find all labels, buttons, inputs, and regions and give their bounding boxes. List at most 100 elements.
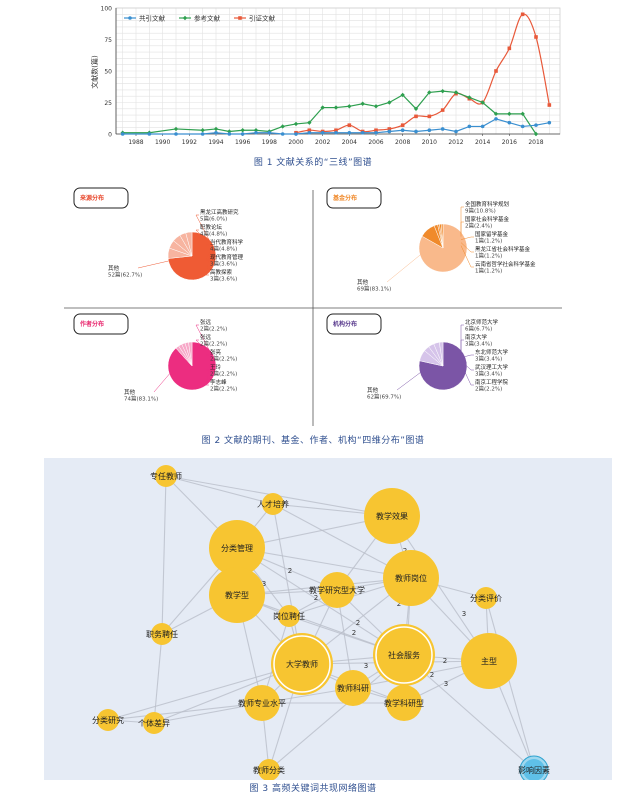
node-label: 主型 [481,656,497,666]
data-point [347,104,352,109]
data-point [254,130,258,135]
figure-1-caption: 图 1 文献关系的“三线”图谱 [253,158,373,168]
legend-label: 共引文献 [139,14,166,23]
data-point [360,101,365,106]
network-node: 教师岗位 [383,550,439,606]
pie-label-leader [460,363,474,386]
y-tick-label: 25 [104,100,112,107]
pie-label-value: 62篇(69.7%) [367,393,401,401]
network-node: 人才培养 [257,493,289,515]
pie-label-name: 南京工程学院 [475,378,509,386]
data-point [213,126,219,132]
network-node: 教师分类 [253,759,285,781]
pie-label-leader [460,245,474,268]
pie-charts: 来源分布黑龙江高教研究5篇(6.0%)职教论坛4篇(4.8%)当代教育科学4篇(… [73,187,536,403]
node-label: 教师分类 [253,765,285,775]
pie-title: 机构分布 [333,320,357,328]
legend-marker [128,16,132,20]
data-point [534,123,538,127]
network-node: 教师科研 [335,670,371,706]
pie-label-name: 全国教育科学规划 [465,200,509,208]
pie-label-value: 2篇(2.2%) [210,385,237,393]
network-node: 分类研究 [92,709,124,731]
pie-label-value: 6篇(6.7%) [465,325,492,333]
pie-label-name: 王玲 [210,363,222,371]
y-tick-label: 50 [104,69,112,76]
x-tick-label: 1990 [155,139,170,146]
network-edge [107,663,303,721]
pie-label-leader [137,259,173,269]
pie-label-leader [460,206,464,234]
pie-panel: 基金分布全国教育科学规划9篇(10.8%)国家社会科学基金2篇(2.4%)国家留… [326,187,536,293]
node-label: 大学教师 [286,659,318,669]
data-point [307,120,312,125]
pie-label-name: 武汉理工大学 [475,363,509,371]
pie-chart-grid: 来源分布黑龙江高教研究5篇(6.0%)职教论坛4篇(4.8%)当代教育科学4篇(… [64,187,562,426]
pie-label-value: 2篇(2.2%) [210,355,237,363]
data-point [200,132,205,136]
pie-label-leader [195,339,211,355]
data-point [347,123,352,127]
pie-label-name: 其他 [367,386,379,394]
chart-axes: 0 25 50 75 100 1988 1990 1992 1994 1996 1998 2000 20… [101,6,561,146]
data-point [347,130,352,135]
x-tick-label: 1998 [262,139,277,146]
pie-label-leader [460,324,464,352]
x-tick-label: 2004 [342,139,357,146]
data-point [240,128,245,133]
chart-grid [116,7,560,135]
data-point [387,127,392,131]
node-circle [386,685,422,721]
x-tick-label: 2012 [448,139,463,146]
y-tick-label: 75 [104,37,112,44]
node-label: 教学效果 [376,511,408,521]
pie-label-name: 现代教育管理 [210,253,244,261]
node-label: 教师专业水平 [238,698,286,708]
pie-label-value: 3篇(3.6%) [210,275,237,283]
network-node: 专任教师 [150,465,182,487]
line-chart: 0 25 50 75 100 1988 1990 1992 1994 1996 1998 2000 20… [90,6,561,146]
node-label: 教学科研型 [384,698,424,708]
node-circle [244,685,280,721]
network-node: 岗位聘任 [273,605,305,627]
network-edges [107,475,535,771]
data-point [293,121,299,127]
network-edge [153,702,263,724]
data-point [374,130,378,135]
node-circle [378,629,430,681]
network-node: 教学研究型大学 [309,572,365,608]
node-circle [258,759,280,781]
pie-label-name: 云南省哲学社会科学基金 [475,260,536,268]
node-label: 岗位聘任 [273,611,305,621]
node-inner-ring [273,635,331,693]
node-label: 教学型 [225,590,249,600]
pie-label-value: 3篇(3.6%) [210,260,237,268]
pie-label-value: 4篇(4.8%) [210,245,237,253]
network-edge [165,475,274,505]
data-point [120,132,125,136]
data-point [494,69,498,73]
network-edge [485,597,535,771]
pie-label-value: 5篇(6.0%) [200,215,227,223]
data-point [454,129,458,134]
data-point [427,90,432,95]
keyword-network-graph: 2232223223223 专任教师人才培养教学效果分类管理教师岗位教学研究型大… [92,465,550,785]
data-point [334,128,338,133]
network-edge [153,633,163,724]
data-point [440,108,445,112]
node-circle [461,633,517,689]
figure-2: 来源分布 黑龙江高教研究 5篇(6.0%) 职教论坛 4篇(4.8%) 当代教育科学 4篇(… [60,186,566,430]
legend-marker [182,15,188,21]
node-circle [276,638,328,690]
node-label: 人才培养 [257,499,289,509]
network-node: 职务聘任 [146,623,178,645]
x-tick-label: 2016 [502,139,517,146]
data-point [320,105,325,110]
edge-weight-label: 2 [352,629,356,637]
pie-label-name: 李志峰 [210,378,227,386]
x-tick-label: 1992 [182,139,197,146]
x-tick-label: 2018 [528,139,543,146]
data-point [267,130,272,135]
pie-label-name: 其他 [108,264,120,272]
node-circle [383,550,439,606]
